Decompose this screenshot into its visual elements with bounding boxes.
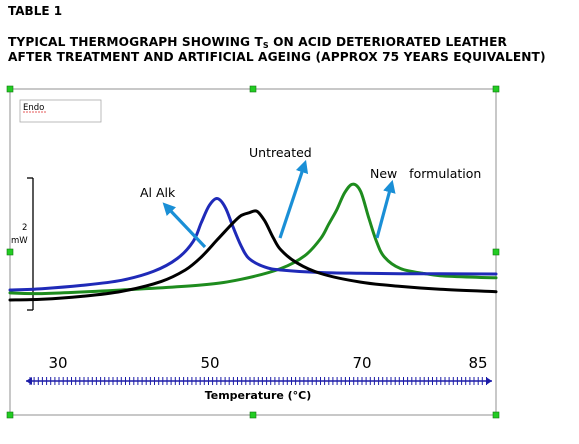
title-subscript: S [262, 41, 269, 50]
annotation-arrow [162, 202, 207, 249]
annotation-new-formulation: New formulation [370, 166, 481, 181]
annotation-untreated: Untreated [249, 145, 312, 160]
x-axis-label: Temperature (°C) [205, 389, 312, 402]
annotation-arrow [375, 179, 396, 239]
selection-handle[interactable] [249, 411, 257, 419]
selection-handle[interactable] [249, 85, 257, 93]
x-tick-label: 30 [48, 354, 67, 372]
selection-handle[interactable] [492, 85, 500, 93]
series-line-al-alk [8, 197, 498, 292]
selection-handle[interactable] [6, 411, 14, 419]
selection-handle[interactable] [6, 248, 14, 256]
series-line-new-formulation [8, 182, 498, 296]
x-tick-label: 70 [352, 354, 371, 372]
annotation-al-alk: Al Alk [140, 185, 176, 200]
series-line-untreated [8, 209, 498, 302]
endo-label: Endo [23, 103, 44, 113]
x-axis-left-arrowhead [26, 377, 32, 385]
selection-handle[interactable] [492, 248, 500, 256]
selection-handle[interactable] [6, 85, 14, 93]
scale-value: 2 [22, 223, 27, 233]
x-axis [26, 377, 492, 385]
table-label: TABLE 1 [8, 4, 63, 18]
title-part-b: ON ACID DETERIORATED LEATHER [268, 35, 507, 49]
annotations-layer: Al Alk Untreated New formulation [140, 145, 481, 200]
chart-frame[interactable] [9, 88, 497, 416]
curves-layer [8, 182, 498, 302]
chart-title-line-2: AFTER TREATMENT AND ARTIFICIAL AGEING (A… [8, 50, 546, 64]
x-tick-label: 85 [468, 354, 487, 372]
arrows-layer [162, 159, 396, 249]
chart-title-line-1: TYPICAL THERMOGRAPH SHOWING TS ON ACID D… [8, 35, 507, 50]
annotation-arrow [278, 159, 309, 239]
x-tick-label: 50 [200, 354, 219, 372]
endo-legend-box [19, 99, 102, 123]
x-tick-labels: 30 50 70 85 [48, 354, 487, 372]
selection-handles [6, 85, 500, 419]
title-part-a: TYPICAL THERMOGRAPH SHOWING T [8, 35, 263, 49]
selection-handle[interactable] [492, 411, 500, 419]
scale-unit: mW [11, 236, 28, 246]
x-axis-right-arrowhead [486, 377, 492, 385]
